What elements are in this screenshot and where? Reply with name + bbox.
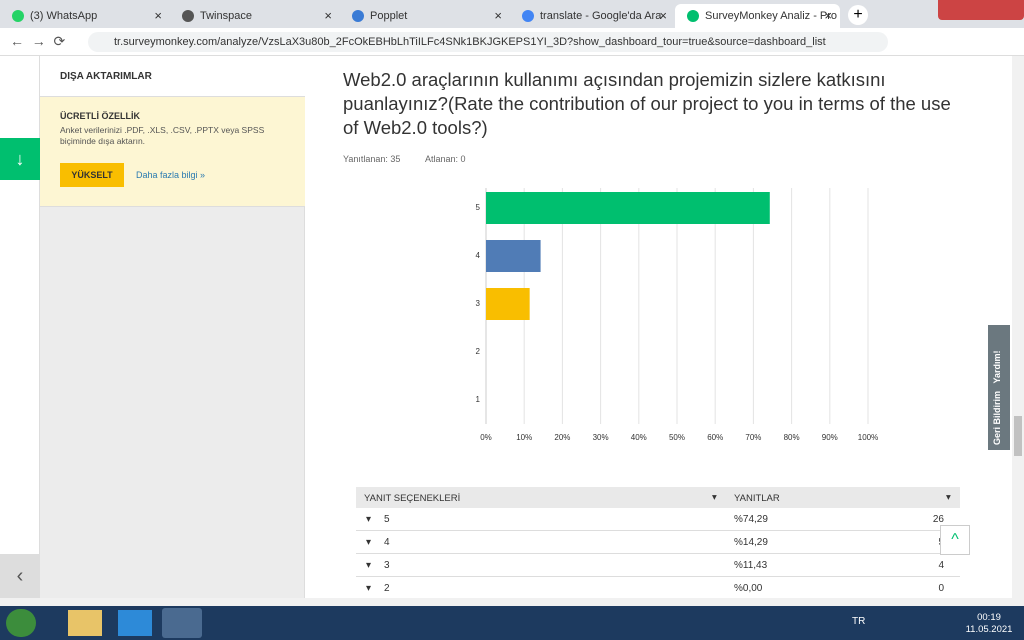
y-tick-label: 3 <box>476 299 481 308</box>
cell: 4 <box>938 560 944 571</box>
x-tick-label: 100% <box>858 433 878 442</box>
feedback-tab[interactable]: Geri Bildirim Yardım! <box>988 325 1010 450</box>
table-row: ▾4%14,295 <box>356 531 960 554</box>
x-tick-label: 40% <box>631 433 647 442</box>
x-tick-label: 0% <box>480 433 492 442</box>
sort[interactable]: ▾ <box>946 492 951 503</box>
feedback-labels: Geri Bildirim Yardım! <box>992 350 1002 445</box>
table-row: ▾ 5 %74,29 26 <box>356 508 960 531</box>
bar <box>486 288 530 320</box>
start[interactable] <box>6 609 36 637</box>
nav-buttons[interactable]: ← → ⟳ <box>10 33 66 49</box>
x-tick-label: 80% <box>784 433 800 442</box>
sidebar-title: DIŞA AKTARIMLAR <box>40 56 305 97</box>
tab-bar: (3) WhatsApp × Twinspace × Popplet × transl… <box>0 0 1024 28</box>
expand[interactable]: ▾ <box>366 514 372 525</box>
header-cell: YANIT SEÇENEKLERİ <box>364 493 461 504</box>
cell: %14,29 <box>734 537 768 548</box>
x-tick-label: 10% <box>516 433 532 442</box>
header-cell: YANITLAR <box>734 493 780 504</box>
scroll-top[interactable]: ^ <box>940 525 970 555</box>
bar <box>486 192 770 224</box>
bar <box>486 240 541 272</box>
cell: %0,00 <box>734 583 763 594</box>
tab[interactable]: translate - Google'da Ara × <box>510 4 675 28</box>
expand[interactable]: ▾ <box>366 560 372 571</box>
sort[interactable]: ▾ <box>712 492 717 503</box>
promo-title: ÜCRETLİ ÖZELLİK <box>60 111 140 121</box>
skipped: Atlanan: 0 <box>425 154 466 164</box>
h-scrollbar <box>0 598 1024 606</box>
help: Yardım! <box>992 350 1002 384</box>
tab[interactable]: Popplet × <box>340 4 510 28</box>
clock: 00:19 11.05.2021 <box>960 612 1018 636</box>
cell: %74,29 <box>734 514 768 525</box>
tab-title: Popplet <box>370 10 408 22</box>
chart: 0% 10% 20% 30% 40% 50% 60% 70% 80% 90% 100% 5 4 3 2 1 <box>476 188 878 442</box>
lang[interactable]: TR <box>852 616 866 627</box>
cell: 0 <box>938 583 944 594</box>
url-field[interactable]: tr.surveymonkey.com/analyze/VzsLaX3u80b_… <box>88 32 888 52</box>
cell: 3 <box>384 560 390 571</box>
feedback: Geri Bildirim <box>992 390 1002 445</box>
upgrade-button[interactable]: YÜKSELT <box>60 163 124 187</box>
x-tick-label: 50% <box>669 433 685 442</box>
collapse[interactable]: ‹ <box>0 554 40 598</box>
url: tr.surveymonkey.com/analyze/VzsLaX3u80b_… <box>114 36 826 48</box>
tab-title: Twinspace <box>200 10 252 22</box>
tab[interactable]: Twinspace × <box>170 4 340 28</box>
window-controls[interactable] <box>938 0 1024 20</box>
y-tick-label: 1 <box>476 395 481 404</box>
cell: 26 <box>932 514 944 525</box>
table-row: ▾ 3 %11,43 4 <box>356 554 960 577</box>
cell: 5 <box>384 514 390 525</box>
tab-active[interactable]: SurveyMonkey Analiz - Pro × <box>675 4 840 28</box>
x-tick-label: 70% <box>745 433 761 442</box>
x-tick-label: 90% <box>822 433 838 442</box>
taskbar: TR 00:19 11.05.2021 <box>0 606 1024 640</box>
cell: 2 <box>384 583 390 594</box>
y-tick-label: 4 <box>476 251 481 260</box>
address-bar: ← → ⟳ tr.surveymonkey.com/analyze/VzsLaX… <box>0 28 1024 56</box>
tab-title: SurveyMonkey Analiz - Pro <box>705 10 838 22</box>
date: 11.05.2021 <box>965 624 1013 635</box>
x-tick-label: 30% <box>593 433 609 442</box>
time: 00:19 <box>977 612 1001 623</box>
expand[interactable]: ▾ <box>366 583 372 594</box>
export-icon[interactable]: ↓ <box>0 138 40 180</box>
y-tick-label: 5 <box>476 203 481 212</box>
x-tick-label: 20% <box>554 433 570 442</box>
more-link[interactable]: Daha fazla bilgi » <box>136 170 206 180</box>
sidebar: DIŞA AKTARIMLAR ÜCRETLİ ÖZELLİK Anket ve… <box>40 56 305 598</box>
expand[interactable]: ▾ <box>366 537 372 548</box>
app[interactable] <box>118 610 152 636</box>
cell: 4 <box>384 537 390 548</box>
table-header: YANIT SEÇENEKLERİ ▾ YANITLAR ▾ <box>356 487 960 508</box>
tab-title: translate - Google'da Ara <box>540 10 662 22</box>
promo: ÜCRETLİ ÖZELLİK Anket verilerinizi .PDF,… <box>40 97 305 207</box>
promo-text: Anket verilerinizi .PDF, .XLS, .CSV, .PP… <box>60 125 265 146</box>
new-tab[interactable]: + <box>848 5 868 25</box>
app[interactable] <box>68 610 102 636</box>
icon-rail: ↓ ‹ <box>0 56 40 598</box>
scrollbar <box>1012 56 1024 598</box>
answered: Yanıtlanan: 35 <box>343 154 401 164</box>
tab-title: (3) WhatsApp <box>30 10 98 22</box>
tab[interactable]: (3) WhatsApp × <box>0 4 170 28</box>
table-row: ▾ 2 %0,00 0 <box>356 577 960 600</box>
cell: %11,43 <box>734 560 768 571</box>
app[interactable] <box>162 608 202 638</box>
question-title: Web2.0 araçlarının kullanımı açısından p… <box>343 69 951 138</box>
x-tick-label: 60% <box>707 433 723 442</box>
y-tick-label: 2 <box>476 347 481 356</box>
